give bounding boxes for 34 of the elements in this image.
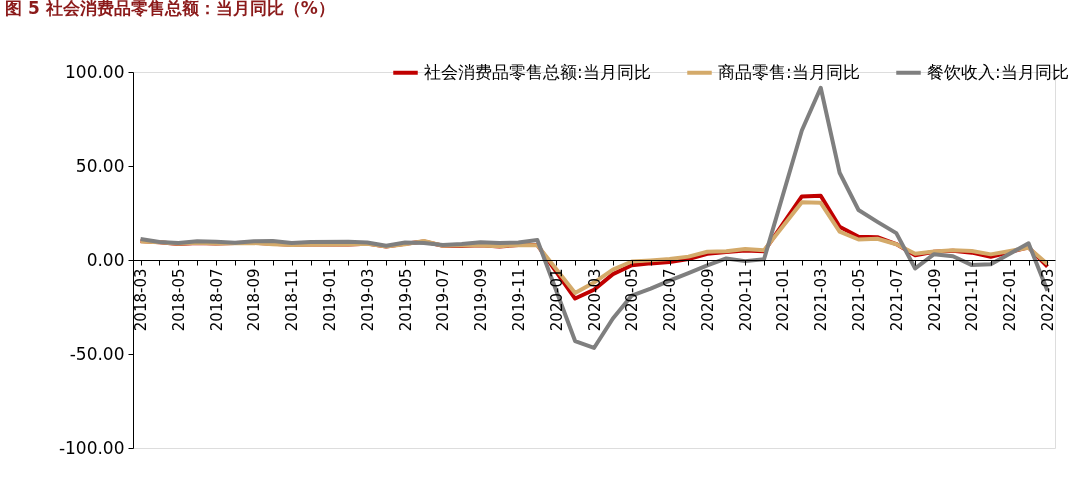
y-tick-label: -100.00 [58, 437, 125, 458]
y-tick-label: 100.00 [65, 61, 125, 82]
x-tick-label: 2022-01 [1001, 268, 1020, 332]
x-tick-label: 2019-07 [434, 268, 453, 332]
x-tick-label: 2022-03 [1038, 268, 1057, 332]
x-tick-label: 2021-05 [850, 268, 869, 332]
x-tick-label: 2021-01 [774, 268, 793, 332]
x-tick-label: 2021-07 [887, 268, 906, 332]
x-tick-label: 2018-03 [132, 268, 151, 332]
x-tick-label: 2020-07 [661, 268, 680, 332]
x-tick-label: 2018-11 [283, 268, 302, 332]
x-tick-label: 2018-05 [169, 268, 188, 332]
x-tick-label: 2020-11 [736, 268, 755, 332]
legend-label: 商品零售:当月同比 [718, 61, 860, 82]
x-tick-label: 2020-09 [698, 268, 717, 332]
y-tick-label: 0.00 [86, 249, 125, 270]
x-tick-label: 2020-03 [585, 268, 604, 332]
y-tick-label: 50.00 [75, 155, 125, 176]
x-tick-label: 2021-03 [812, 268, 831, 332]
x-tick-label: 2019-05 [396, 268, 415, 332]
legend-label: 社会消费品零售总额:当月同比 [424, 61, 651, 82]
x-tick-label: 2018-07 [207, 268, 226, 332]
x-tick-label: 2021-09 [925, 268, 944, 332]
y-tick-label: -50.00 [69, 343, 125, 364]
x-tick-label: 2019-01 [320, 268, 339, 332]
x-tick-label: 2021-11 [963, 268, 982, 332]
x-tick-label: 2019-09 [472, 268, 491, 332]
chart-title: 图 5 社会消费品零售总额：当月同比（%） [5, 0, 335, 18]
x-tick-label: 2018-09 [245, 268, 264, 332]
x-tick-label: 2019-03 [358, 268, 377, 332]
x-tick-label: 2019-11 [509, 268, 528, 332]
legend-label: 餐饮收入:当月同比 [927, 61, 1069, 82]
x-tick-label: 2020-05 [623, 268, 642, 332]
x-tick-label: 2020-01 [547, 268, 566, 332]
